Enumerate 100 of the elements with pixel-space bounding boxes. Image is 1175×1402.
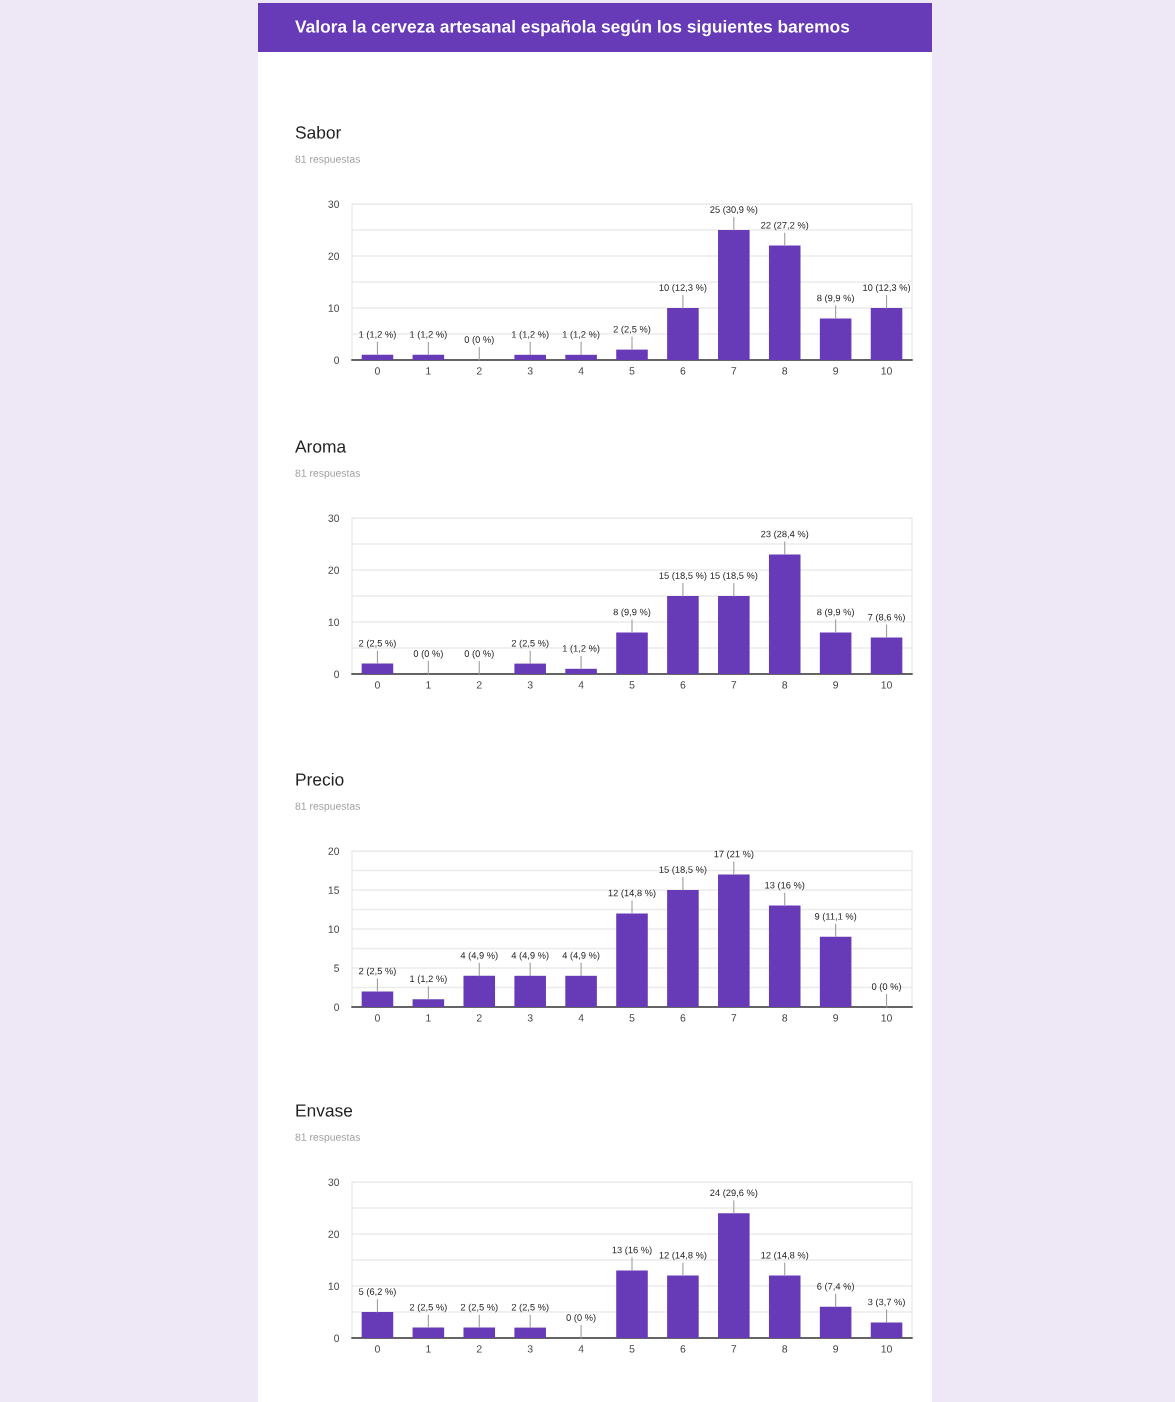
bar: [463, 975, 496, 1007]
bar: [819, 632, 852, 674]
data-label: 1 (1,2 %): [410, 330, 447, 340]
bar: [412, 354, 445, 360]
bar: [718, 874, 750, 1007]
x-tick-label: 4: [578, 1345, 584, 1353]
data-label: 0 (0 %): [566, 1314, 596, 1323]
bar: [616, 349, 648, 360]
bar: [616, 1270, 648, 1338]
chart-title: Sabor: [295, 125, 342, 139]
data-label: 4 (4,9 %): [511, 951, 549, 961]
bar: [361, 991, 394, 1007]
data-label: 12 (14,8 %): [761, 1251, 809, 1261]
x-tick-label: 4: [578, 1014, 584, 1022]
bar: [361, 354, 394, 360]
y-tick-label: 0: [334, 1334, 340, 1342]
x-tick-label: 5: [629, 1014, 635, 1022]
x-tick-label: 2: [476, 1345, 482, 1353]
data-label: 6 (7,4 %): [817, 1282, 854, 1292]
data-label: 1 (1,2 %): [410, 975, 447, 984]
bar: [514, 975, 546, 1007]
bar: [718, 230, 750, 360]
bar: [768, 905, 801, 1007]
chart-subtitle: 81 respuestas: [295, 469, 361, 479]
bar: [667, 308, 699, 360]
data-label: 2 (2,5 %): [613, 325, 651, 335]
bar: [667, 596, 699, 674]
x-tick-label: 10: [881, 1345, 892, 1353]
x-tick-label: 2: [476, 1014, 482, 1022]
data-label: 17 (21 %): [714, 850, 754, 860]
x-tick-label: 0: [374, 1345, 380, 1353]
data-label: 2 (2,5 %): [460, 1303, 498, 1313]
data-label: 5 (6,2 %): [358, 1288, 396, 1297]
bar: [514, 663, 546, 674]
x-tick-label: 10: [881, 1014, 892, 1022]
x-tick-label: 5: [629, 681, 635, 689]
x-tick-label: 0: [374, 1014, 380, 1022]
bar: [514, 1327, 546, 1338]
x-tick-label: 7: [731, 681, 737, 689]
data-label: 13 (16 %): [765, 881, 805, 891]
bar: [616, 913, 648, 1007]
x-tick-label: 9: [833, 681, 839, 689]
y-tick-label: 0: [334, 1003, 340, 1011]
data-label: 2 (2,5 %): [511, 639, 549, 649]
data-label: 10 (12,3 %): [863, 284, 911, 293]
y-tick-label: 30: [328, 1178, 340, 1186]
x-tick-label: 6: [680, 1014, 686, 1022]
x-tick-label: 8: [782, 1345, 788, 1353]
bar: [819, 1306, 852, 1338]
chart-title: Envase: [296, 1104, 353, 1117]
bar: [412, 999, 445, 1007]
chart-subtitle: 81 respuestas: [295, 1133, 361, 1143]
bar: [819, 936, 852, 1007]
x-tick-label: 3: [527, 1014, 533, 1022]
chart-subtitle: 81 respuestas: [295, 802, 361, 812]
x-tick-label: 8: [782, 681, 788, 689]
bar: [616, 632, 648, 674]
text: Valora la cerveza artesanal española según los siguientes baremos: [295, 19, 850, 37]
data-label: 2 (2,5 %): [359, 639, 396, 649]
y-tick-label: 10: [328, 618, 340, 626]
data-label: 4 (4,9 %): [562, 951, 600, 961]
y-tick-label: 20: [328, 566, 340, 574]
data-label: 1 (1,2 %): [562, 330, 600, 340]
data-label: 2 (2,5 %): [359, 967, 396, 977]
x-tick-label: 9: [833, 1014, 839, 1022]
bar: [870, 637, 903, 674]
bar: [768, 245, 801, 360]
bar: [667, 890, 699, 1007]
x-tick-label: 6: [680, 681, 686, 689]
y-tick-label: 0: [334, 670, 340, 678]
x-tick-label: 10: [881, 367, 892, 375]
x-tick-label: 7: [731, 1345, 737, 1353]
data-label: 1 (1,2 %): [359, 330, 396, 340]
x-tick-label: 4: [578, 367, 584, 375]
chart-title: Aroma: [295, 440, 347, 453]
x-tick-label: 7: [731, 1014, 737, 1022]
x-tick-label: 0: [374, 681, 380, 689]
y-tick-label: 5: [334, 964, 340, 972]
data-label: 7 (8,6 %): [868, 613, 905, 623]
bar: [718, 596, 750, 674]
data-label: 8 (9,9 %): [613, 608, 651, 618]
bar: [870, 1322, 903, 1338]
y-tick-label: 10: [328, 304, 340, 312]
x-tick-label: 6: [680, 1345, 686, 1353]
y-tick-label: 30: [328, 514, 340, 522]
data-label: 0 (0 %): [413, 650, 443, 659]
bar: [768, 554, 801, 674]
data-label: 0 (0 %): [464, 650, 494, 659]
bar: [361, 663, 394, 674]
data-label: 2 (2,5 %): [409, 1303, 447, 1313]
x-tick-label: 3: [527, 367, 533, 375]
x-tick-label: 1: [426, 1345, 431, 1353]
x-tick-label: 0: [374, 367, 380, 375]
bar: [768, 1275, 801, 1338]
bar: [463, 1327, 496, 1338]
y-tick-label: 20: [328, 847, 340, 855]
y-tick-label: 20: [328, 1230, 340, 1238]
bar: [819, 318, 852, 360]
data-label: 10 (12,3 %): [659, 284, 707, 293]
x-tick-label: 9: [833, 367, 839, 375]
